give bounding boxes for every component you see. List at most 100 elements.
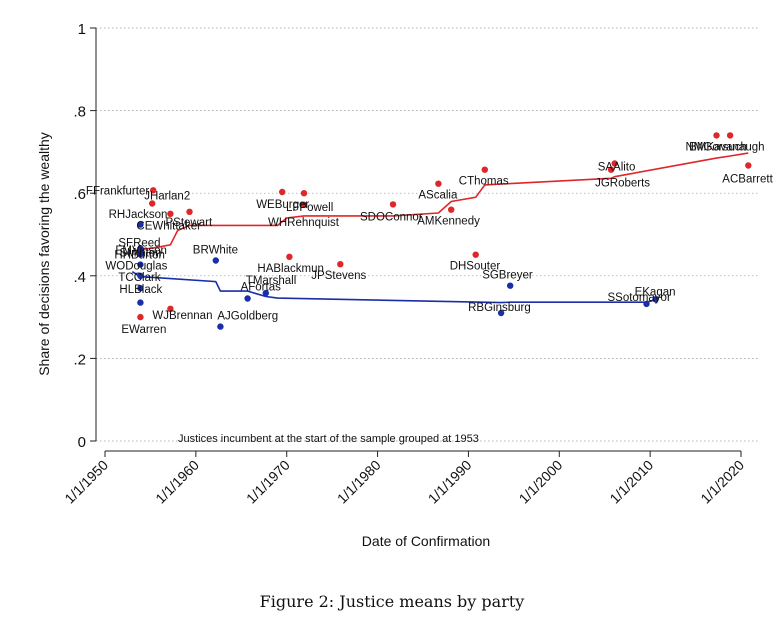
democrat-point xyxy=(137,272,144,279)
chart-svg: 0.2.4.6.81 1/1/1950 1/1/1960 1/1/1970 1/1/1… xyxy=(36,21,774,549)
republican-point xyxy=(713,132,720,139)
x-tick-label: 1/1/2010 xyxy=(606,457,656,507)
point-label: HLBlack xyxy=(119,284,162,296)
point-label: AScalia xyxy=(418,190,458,202)
democrat-point xyxy=(217,323,224,330)
point-label: RHJackson xyxy=(109,209,168,221)
point-label: SDOConnor xyxy=(360,211,423,223)
democrat-point xyxy=(497,309,505,317)
point-label: NMGorsuch xyxy=(686,141,747,153)
republican-point xyxy=(726,132,734,139)
point-label: AMKennedy xyxy=(417,216,480,228)
point-label: BMKavanaugh xyxy=(689,141,764,153)
republican-point xyxy=(389,201,397,208)
point-label: TCClark xyxy=(118,272,160,284)
republican-point xyxy=(472,251,479,258)
point-label: BRWhite xyxy=(193,245,238,257)
point-label: PStewart xyxy=(166,217,213,229)
x-tick-label: 1/1/2020 xyxy=(697,457,747,507)
democrat-point xyxy=(244,295,251,302)
point-label: CThomas xyxy=(459,176,509,188)
x-tick-label: 1/1/2000 xyxy=(516,457,566,507)
x-tick-label: 1/1/1960 xyxy=(152,457,202,507)
trend-lines xyxy=(131,152,749,304)
grid xyxy=(96,27,760,442)
point-label: WODouglas xyxy=(105,261,167,273)
republican-point xyxy=(607,166,615,173)
point-label: RBGinsburg xyxy=(468,302,531,314)
point-label: EKagan xyxy=(635,286,676,298)
republican-point xyxy=(279,188,286,196)
point-label: JGRoberts xyxy=(595,178,650,190)
point-label: JHarlan2 xyxy=(144,191,190,203)
point-label: WJBrennan xyxy=(152,310,212,322)
y-tick-label: .4 xyxy=(73,269,86,286)
y-ticks: 0 .2 .4 .6 .8 1 xyxy=(73,21,96,451)
y-tick-label: 0 xyxy=(78,434,86,451)
x-ticks: 1/1/1950 1/1/1960 1/1/1970 1/1/1980 1/1/1990… xyxy=(61,451,747,507)
republican-point xyxy=(137,313,144,321)
republican-point xyxy=(611,160,618,167)
point-label: HHBurton xyxy=(114,249,164,261)
x-tick-label: 1/1/1980 xyxy=(334,457,384,507)
democrat-point xyxy=(643,300,650,308)
y-axis-title: Share of decisions favoring the wealthy xyxy=(36,132,52,376)
y-tick-label: 1 xyxy=(78,21,86,38)
y-tick-label: .6 xyxy=(73,186,86,203)
republican-trend-line xyxy=(132,152,749,252)
republican-point xyxy=(286,253,293,260)
republican-point xyxy=(186,208,193,215)
democrat-point xyxy=(137,299,144,306)
republican-point xyxy=(435,180,442,187)
republican-point xyxy=(481,166,488,173)
democrat-trend-line xyxy=(131,271,656,304)
data-points xyxy=(137,132,752,330)
point-label: JPStevens xyxy=(311,270,366,282)
x-tick-label: 1/1/1950 xyxy=(61,457,111,507)
annotation-note: Justices incumbent at the start of the s… xyxy=(178,433,479,445)
democrat-point xyxy=(137,249,144,256)
point-label: WHRehnquist xyxy=(268,217,340,229)
x-axis-title: Date of Confirmation xyxy=(362,533,490,549)
axes xyxy=(95,28,741,452)
point-label: CEWhittaker xyxy=(136,221,201,233)
point-label: FFrankfurter xyxy=(86,185,149,197)
point-label: SGBreyer xyxy=(482,270,533,282)
democrat-point xyxy=(137,261,144,268)
republican-point xyxy=(300,190,308,197)
democrat-point xyxy=(137,221,144,228)
democrat-point xyxy=(652,296,659,303)
point-label: SFReed xyxy=(118,238,160,250)
point-label: DHSouter xyxy=(450,261,501,273)
y-tick-label: .8 xyxy=(73,104,86,121)
republican-point xyxy=(167,210,174,217)
republican-point xyxy=(167,305,174,312)
republican-point xyxy=(149,200,156,207)
point-label: EWarren xyxy=(121,324,166,336)
point-label: ACBarrett xyxy=(722,174,773,186)
point-label: SMinton xyxy=(119,247,161,259)
x-tick-label: 1/1/1990 xyxy=(425,457,475,507)
point-label: WEBurger xyxy=(256,199,309,211)
republican-point xyxy=(300,201,308,208)
y-tick-label: .2 xyxy=(73,351,86,368)
point-label: HABlackmun xyxy=(257,263,323,275)
point-label: SAAlito xyxy=(598,162,636,174)
democrat-point xyxy=(507,282,514,289)
figure-caption: Figure 2: Justice means by party xyxy=(259,592,525,611)
republican-point xyxy=(448,206,455,213)
republican-point xyxy=(337,261,344,268)
point-label: AFortas xyxy=(241,282,282,294)
republican-point xyxy=(150,187,157,194)
point-label: LFPowell xyxy=(286,202,333,214)
democrat-point xyxy=(137,285,144,292)
point-label: SSotomayor xyxy=(608,292,671,304)
point-label: AJGoldberg xyxy=(217,311,278,323)
point-label: TMarshall xyxy=(246,275,296,287)
point-label: FMVinson xyxy=(115,245,167,257)
democrat-point xyxy=(212,257,219,264)
x-tick-label: 1/1/1970 xyxy=(243,457,293,507)
democrat-point xyxy=(262,289,269,297)
republican-point xyxy=(745,162,752,169)
